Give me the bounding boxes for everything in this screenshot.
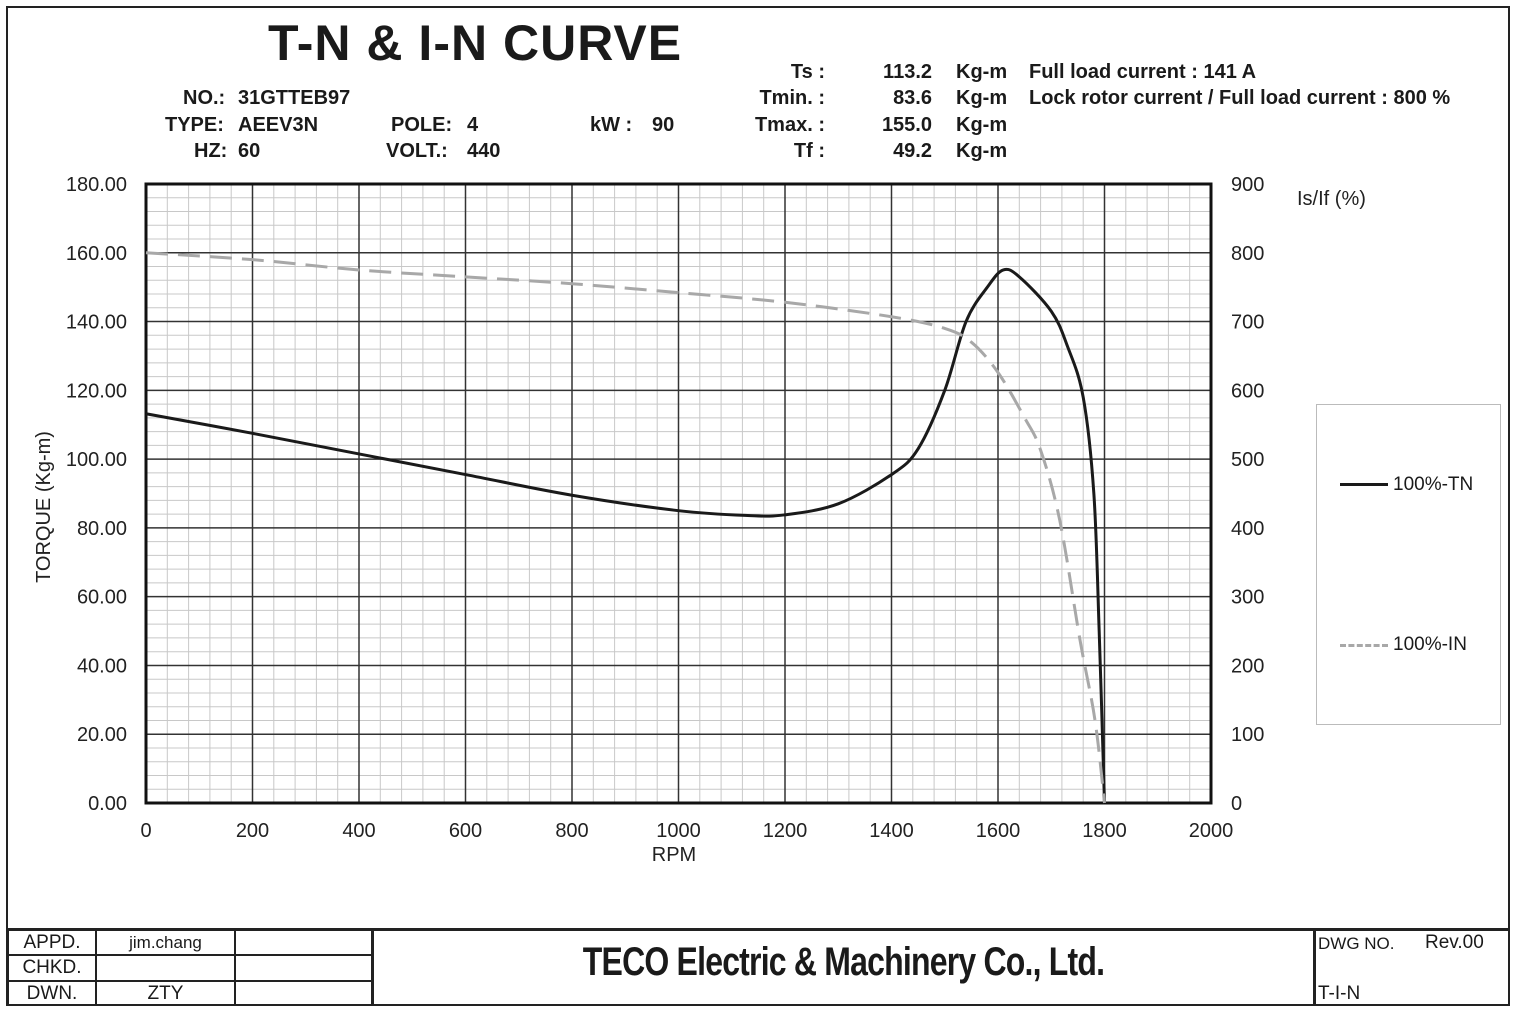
x-tick-label: 600 — [449, 820, 482, 842]
legend-label-tn: 100%-TN — [1393, 474, 1474, 495]
no-value: 31GTTEB97 — [238, 87, 351, 109]
legend-swatch-tn — [1340, 483, 1388, 486]
y2-tick-label: 700 — [1231, 312, 1264, 334]
y-axis-label: TORQUE (Kg-m) — [33, 431, 55, 583]
y2-tick-label: 300 — [1231, 587, 1264, 609]
dwn-value: ZTY — [96, 981, 235, 1006]
tmax-label: Tmax. : — [754, 114, 825, 136]
company-logo: TECO Electric & Machinery Co., Ltd. — [582, 940, 1105, 984]
tf-value: 49.2 — [893, 140, 932, 162]
x-tick-label: 1000 — [656, 820, 701, 842]
chart-title: T-N & I-N CURVE — [268, 15, 683, 71]
tmax-unit: Kg-m — [956, 114, 1008, 136]
y2-tick-label: 200 — [1231, 655, 1264, 677]
type-value: AEEV3N — [238, 114, 319, 136]
chkd-date — [235, 955, 372, 981]
y-tick-label: 80.00 — [77, 518, 127, 540]
tmin-label: Tmin. : — [759, 87, 825, 109]
appd-value: jim.chang — [96, 930, 235, 955]
appd-date — [235, 930, 372, 955]
x-tick-label: 400 — [342, 820, 375, 842]
chkd-label: CHKD. — [8, 955, 96, 981]
x-tick-label: 1200 — [763, 820, 808, 842]
chkd-value — [96, 955, 235, 981]
dwn-date — [235, 981, 372, 1006]
legend-box — [1316, 404, 1501, 725]
tf-label: Tf : — [793, 140, 825, 162]
lock-rotor-ratio: Lock rotor current / Full load current :… — [1029, 87, 1451, 109]
tmin-value: 83.6 — [893, 87, 932, 109]
hz-label: HZ: — [194, 140, 228, 162]
volt-label: VOLT.: — [386, 140, 448, 162]
y-tick-label: 20.00 — [77, 724, 127, 746]
x-tick-label: 800 — [555, 820, 588, 842]
ts-unit: Kg-m — [956, 61, 1008, 83]
type-label: TYPE: — [165, 114, 224, 136]
plot-border — [144, 182, 1213, 805]
x-tick-label: 1800 — [1082, 820, 1127, 842]
y-tick-label: 40.00 — [77, 655, 127, 677]
tmin-unit: Kg-m — [956, 87, 1008, 109]
x-tick-label: 200 — [236, 820, 269, 842]
title-block — [6, 928, 1510, 1009]
divider — [371, 930, 374, 1006]
y-tick-label: 120.00 — [66, 380, 127, 402]
volt-value: 440 — [467, 140, 501, 162]
sheet-border — [6, 6, 1510, 1006]
y2-tick-label: 600 — [1231, 380, 1264, 402]
legend-swatch-in — [1340, 644, 1388, 647]
legend-label-in: 100%-IN — [1393, 634, 1467, 655]
no-label: NO.: — [183, 87, 226, 109]
pole-value: 4 — [467, 114, 479, 136]
y-tick-label: 60.00 — [77, 587, 127, 609]
dwn-label: DWN. — [8, 981, 96, 1006]
series-line-100%-TN — [145, 267, 1106, 804]
y2-tick-label: 100 — [1231, 724, 1264, 746]
y2-tick-label: 500 — [1231, 449, 1264, 471]
y2-tick-label: 0 — [1231, 793, 1242, 815]
ts-label: Ts : — [790, 61, 825, 83]
dwg-no-label: DWG NO. — [1318, 934, 1395, 953]
series-line-100%-IN — [145, 251, 1106, 804]
x-tick-label: 0 — [140, 820, 151, 842]
y-tick-label: 100.00 — [66, 449, 127, 471]
y-tick-label: 180.00 — [66, 174, 127, 196]
tmax-value: 155.0 — [881, 114, 932, 136]
y2-axis-label: Is/If (%) — [1297, 188, 1366, 210]
revision: Rev.00 — [1425, 932, 1484, 953]
y-tick-label: 0.00 — [88, 793, 127, 815]
y-tick-label: 160.00 — [66, 243, 127, 265]
kw-value: 90 — [652, 114, 675, 136]
tf-unit: Kg-m — [956, 140, 1008, 162]
appd-label: APPD. — [8, 930, 96, 955]
y2-tick-label: 900 — [1231, 174, 1264, 196]
x-axis-label: RPM — [652, 844, 696, 866]
ts-value: 113.2 — [883, 61, 932, 83]
y2-tick-label: 400 — [1231, 518, 1264, 540]
dwg-no-value: T-I-N — [1318, 983, 1361, 1004]
pole-label: POLE: — [391, 114, 453, 136]
x-tick-label: 1600 — [976, 820, 1021, 842]
full-load-current: Full load current : 141 A — [1029, 61, 1257, 83]
hz-value: 60 — [238, 140, 261, 162]
x-tick-label: 2000 — [1189, 820, 1234, 842]
y2-tick-label: 800 — [1231, 243, 1264, 265]
x-tick-label: 1400 — [869, 820, 914, 842]
kw-label: kW : — [590, 114, 633, 136]
divider — [1313, 930, 1316, 1006]
y-tick-label: 140.00 — [66, 312, 127, 334]
